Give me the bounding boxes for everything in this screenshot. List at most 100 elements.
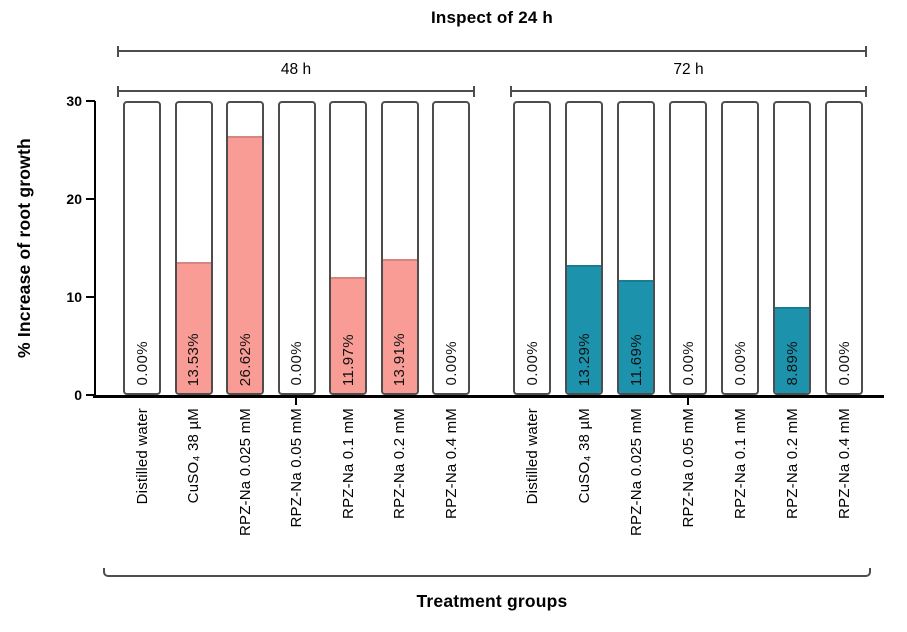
y-tick-label: 0 <box>74 387 82 403</box>
x-axis-title: Treatment groups <box>416 591 568 611</box>
bar-value-label: 8.89% <box>783 341 801 386</box>
bar-72h-5: 8.89% <box>773 101 811 395</box>
bar-value-wrap: 0.00% <box>515 103 549 393</box>
bar-48h-6: 0.00% <box>432 101 470 395</box>
bar-value-label: 13.53% <box>185 332 202 386</box>
bar-value-wrap: 0.00% <box>827 103 861 393</box>
bar-72h-0: 0.00% <box>513 101 551 395</box>
x-category-label: RPZ-Na 0.4 mM <box>835 408 853 519</box>
y-tick-label: 20 <box>66 191 82 207</box>
bar-value-label: 13.29% <box>575 332 593 386</box>
bracket-48h-left-tick <box>117 85 119 97</box>
bar-fill <box>228 135 262 393</box>
group-label-48h: 48 h <box>280 61 312 78</box>
bar-fill <box>331 277 365 393</box>
bracket-24h-left-tick <box>117 45 119 57</box>
bar-value-label: 0.00% <box>288 341 305 386</box>
group-center-tick-72h <box>687 397 690 405</box>
bar-48h-1: 13.53% <box>174 101 213 395</box>
bar-value-label: 0.00% <box>679 341 697 386</box>
x-category-wrap: RPZ-Na 0.2 mM <box>779 408 805 519</box>
x-category-label: RPZ-Na 0.1 mM <box>731 408 749 519</box>
bar-value-label: 0.00% <box>835 341 853 386</box>
bracket-72h <box>510 85 867 97</box>
bracket-24h <box>117 45 867 57</box>
bracket-treatment-groups <box>103 568 871 577</box>
bar-value-wrap: 0.00% <box>671 103 705 393</box>
bar-fill <box>619 280 653 393</box>
bar-value-wrap: 0.00% <box>125 103 159 393</box>
bar-48h-3: 0.00% <box>277 101 316 395</box>
x-category-wrap: Distilled water <box>519 408 545 504</box>
x-category-label: Distilled water <box>133 408 151 505</box>
x-category-label: RPZ-Na 0.2 mM <box>783 408 801 519</box>
x-category-wrap: Distilled water <box>129 408 155 504</box>
group-center-tick-48h <box>295 397 298 405</box>
bar-value-wrap: 13.29% <box>567 103 601 393</box>
x-category-wrap: RPZ-Na 0.1 mM <box>335 408 361 519</box>
bar-48h-5: 13.91% <box>380 101 419 395</box>
chart-title: Inspect of 24 h <box>430 8 554 27</box>
x-category-label: RPZ-Na 0.05 mM <box>679 408 697 528</box>
y-tick-mark <box>86 197 95 201</box>
x-category-wrap: RPZ-Na 0.025 mM <box>232 408 258 536</box>
bar-value-wrap: 11.97% <box>331 103 365 393</box>
bar-72h-4: 0.00% <box>721 101 759 395</box>
x-category-wrap: RPZ-Na 0.4 mM <box>438 408 464 519</box>
bar-value-label: 0.00% <box>133 341 151 386</box>
bar-fill <box>775 307 809 393</box>
x-category-wrap: RPZ-Na 0.025 mM <box>623 408 649 536</box>
x-category-wrap: RPZ-Na 0.4 mM <box>831 408 857 519</box>
bar-value-label: 26.62% <box>236 332 254 386</box>
x-category-wrap: CuSO₄ 38 µM <box>571 408 597 503</box>
y-axis-title: % Increase of root growth <box>14 138 34 358</box>
x-category-label: Distilled water <box>523 408 541 505</box>
bar-48h-0: 0.00% <box>123 101 161 395</box>
bracket-72h-left-tick <box>510 85 512 97</box>
group-label-72h: 72 h <box>673 61 704 78</box>
bar-72h-1: 13.29% <box>565 101 603 395</box>
bar-value-wrap: 26.62% <box>228 103 262 393</box>
y-tick-label: 30 <box>66 93 82 109</box>
bar-72h-2: 11.69% <box>617 101 655 395</box>
bar-value-label: 13.91% <box>391 332 408 386</box>
bracket-48h <box>117 85 475 97</box>
bar-48h-2: 26.62% <box>226 101 264 395</box>
bar-value-label: 0.00% <box>523 341 541 386</box>
bar-value-label: 0.00% <box>442 341 460 386</box>
x-category-wrap: RPZ-Na 0.2 mM <box>387 408 413 519</box>
x-category-label: RPZ-Na 0.1 mM <box>339 408 357 519</box>
x-category-label: CuSO₄ 38 µM <box>185 408 202 504</box>
y-axis-line <box>94 101 97 398</box>
bar-72h-6: 0.00% <box>825 101 863 395</box>
x-category-label: RPZ-Na 0.4 mM <box>442 408 460 519</box>
x-category-label: RPZ-Na 0.05 mM <box>288 408 305 528</box>
bracket-48h-right-tick <box>473 85 475 97</box>
x-category-wrap: RPZ-Na 0.05 mM <box>284 408 310 528</box>
bar-value-wrap: 0.00% <box>723 103 757 393</box>
x-category-label: RPZ-Na 0.025 mM <box>627 408 645 537</box>
bar-value-label: 11.97% <box>339 333 357 386</box>
bar-value-wrap: 0.00% <box>280 103 314 393</box>
bar-fill <box>567 264 601 393</box>
bar-value-wrap: 0.00% <box>434 103 468 393</box>
x-category-wrap: RPZ-Na 0.1 mM <box>727 408 753 519</box>
y-tick-mark <box>86 99 95 103</box>
bar-value-wrap: 13.91% <box>383 103 417 393</box>
y-tick-label: 10 <box>66 289 82 305</box>
bar-72h-3: 0.00% <box>669 101 707 395</box>
y-tick-mark <box>86 393 95 397</box>
x-category-label: RPZ-Na 0.2 mM <box>391 408 408 519</box>
bar-value-wrap: 8.89% <box>775 103 809 393</box>
x-category-label: RPZ-Na 0.025 mM <box>236 408 254 537</box>
bar-value-label: 0.00% <box>731 341 749 386</box>
y-tick-mark <box>86 295 95 299</box>
x-axis-line <box>93 395 884 398</box>
x-category-wrap: CuSO₄ 38 µM <box>181 408 207 503</box>
x-category-label: CuSO₄ 38 µM <box>575 408 593 504</box>
bracket-72h-right-tick <box>865 85 867 97</box>
bar-fill <box>176 262 211 393</box>
bar-value-wrap: 13.53% <box>177 103 211 393</box>
bar-value-label: 11.69% <box>627 333 645 386</box>
